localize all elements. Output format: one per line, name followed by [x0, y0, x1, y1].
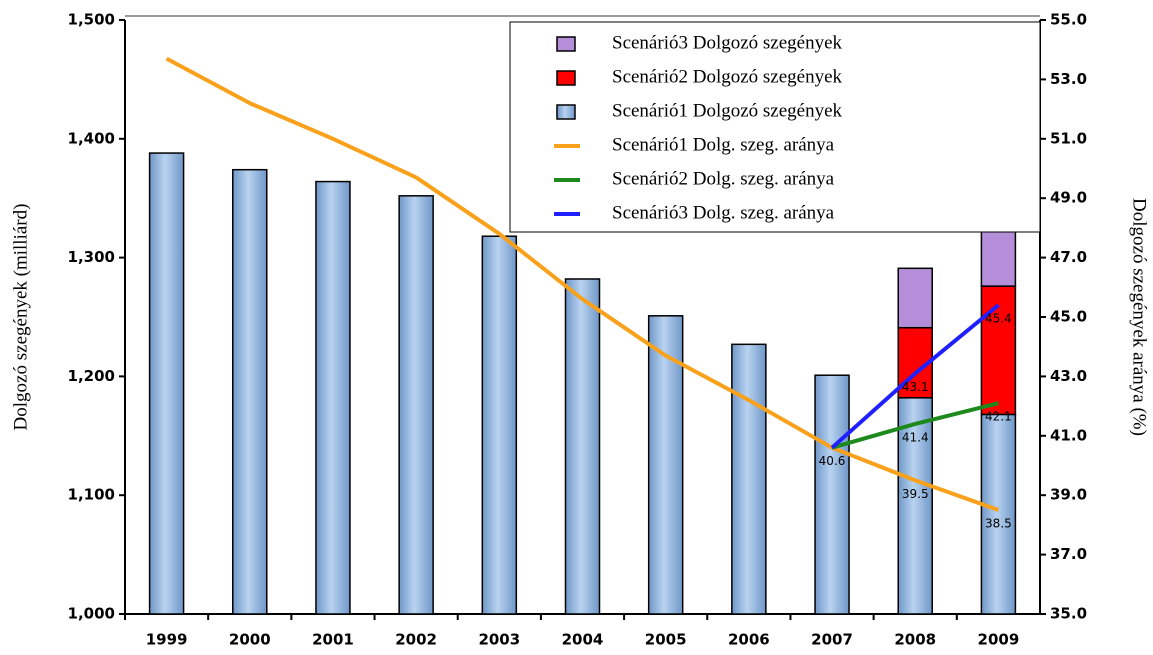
bar — [897, 267, 933, 329]
bar — [647, 315, 684, 615]
data-label: 43.1 — [902, 380, 929, 394]
y-tick-label: 1,200 — [68, 367, 115, 385]
x-tick-label: 2001 — [312, 631, 354, 649]
line — [831, 401, 999, 450]
bar — [148, 152, 185, 615]
y2-tick-label: 39.0 — [1050, 486, 1087, 504]
data-label: 38.5 — [985, 517, 1012, 531]
y-tick-label: 1,100 — [68, 486, 115, 504]
legend-label: Scenárió1 Dolgozó szegények — [612, 100, 843, 121]
legend-swatch — [556, 36, 576, 52]
line — [830, 303, 1000, 450]
data-label: 45.4 — [985, 312, 1012, 326]
y-tick-label: 1,500 — [68, 11, 115, 29]
y-tick-label: 1,300 — [68, 248, 115, 266]
x-tick-label: 2006 — [728, 631, 770, 649]
y-tick-label: 1,000 — [68, 605, 115, 623]
y2-axis-label: Dolgozó szegények aránya (%) — [1129, 198, 1150, 436]
x-tick-label: 2005 — [645, 631, 687, 649]
data-label: 42.1 — [985, 410, 1012, 424]
y2-tick-label: 45.0 — [1050, 308, 1087, 326]
y2-tick-label: 51.0 — [1050, 129, 1087, 147]
data-label: 39.5 — [902, 487, 929, 501]
legend-label: Scenárió3 Dolg. szeg. aránya — [612, 202, 835, 223]
x-tick-label: 1999 — [146, 631, 188, 649]
x-tick-label: 2008 — [894, 631, 936, 649]
x-tick-label: 2000 — [229, 631, 271, 649]
bar — [315, 180, 351, 615]
bar — [980, 413, 1017, 615]
y2-tick-label: 47.0 — [1050, 248, 1087, 266]
y2-tick-label: 41.0 — [1050, 426, 1087, 444]
data-label: 41.4 — [902, 430, 929, 444]
y2-tick-label: 55.0 — [1050, 11, 1087, 29]
legend-label: Scenárió2 Dolgozó szegények — [612, 66, 843, 87]
bar — [232, 168, 268, 615]
legend-label: Scenárió1 Dolg. szeg. aránya — [612, 134, 835, 155]
y2-tick-label: 37.0 — [1050, 545, 1087, 563]
y-axis-label: Dolgozó szegények (milliárd) — [10, 204, 31, 431]
legend-box — [509, 21, 1041, 233]
data-label: 40.6 — [819, 454, 846, 468]
line — [165, 56, 1000, 512]
bar — [481, 235, 518, 615]
bar — [897, 397, 933, 615]
x-tick-label: 2009 — [978, 631, 1020, 649]
y2-tick-label: 49.0 — [1050, 189, 1087, 207]
legend-swatch — [556, 104, 576, 120]
y2-tick-label: 43.0 — [1050, 367, 1087, 385]
bar — [814, 374, 850, 615]
bar — [564, 278, 601, 615]
x-tick-label: 2003 — [478, 631, 520, 649]
bar — [398, 195, 434, 615]
y2-tick-label: 35.0 — [1050, 605, 1087, 623]
x-tick-label: 2007 — [811, 631, 853, 649]
legend-label: Scenárió3 Dolgozó szegények — [612, 32, 843, 53]
x-tick-label: 2002 — [395, 631, 437, 649]
x-tick-label: 2004 — [562, 631, 604, 649]
y2-tick-label: 53.0 — [1050, 70, 1087, 88]
legend-label: Scenárió2 Dolg. szeg. aránya — [612, 168, 835, 189]
bar — [731, 343, 767, 615]
legend-swatch — [556, 70, 576, 86]
y-tick-label: 1,400 — [68, 129, 115, 147]
